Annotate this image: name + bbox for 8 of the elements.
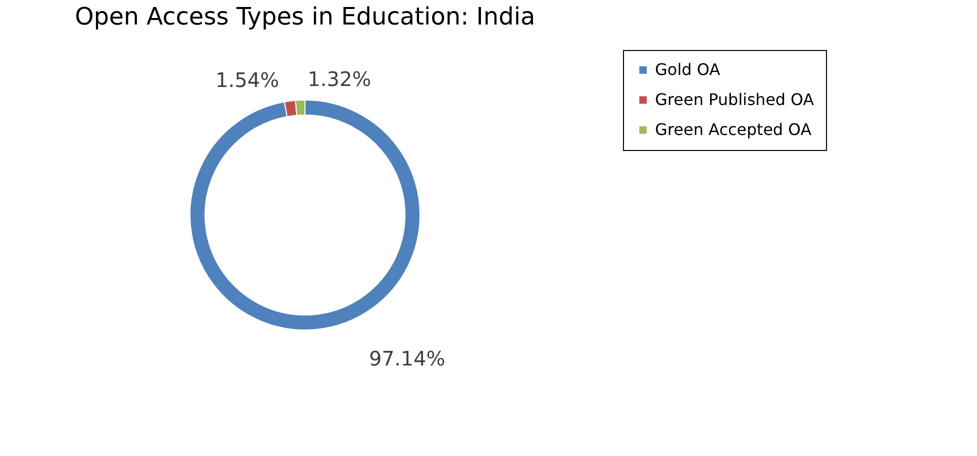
chart-title: Open Access Types in Education: India bbox=[74, 2, 536, 30]
legend-label: Gold OA bbox=[655, 60, 720, 79]
donut-slice bbox=[190, 100, 420, 330]
data-label: 1.32% bbox=[308, 67, 372, 92]
data-label: 1.54% bbox=[216, 68, 280, 92]
data-label: 97.14% bbox=[368, 346, 446, 370]
legend-label: Green Accepted OA bbox=[655, 120, 812, 139]
legend-label: Green Published OA bbox=[655, 90, 814, 109]
